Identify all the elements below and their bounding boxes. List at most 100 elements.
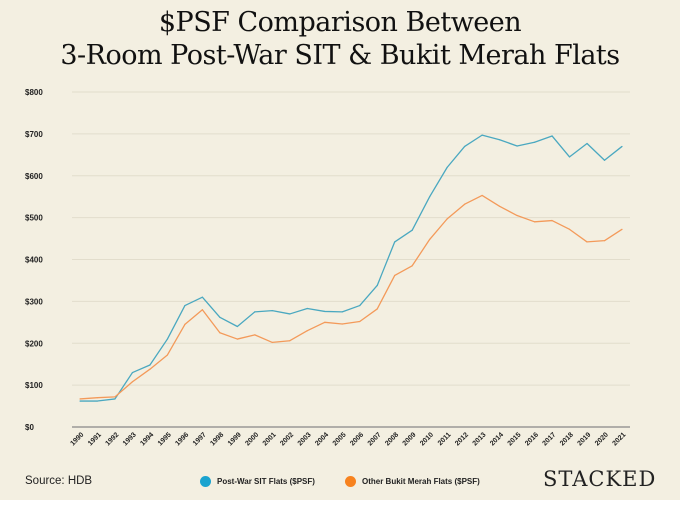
data-point: [603, 159, 606, 161]
x-tick-label: 2003: [297, 431, 313, 447]
legend-swatch-sit: [200, 476, 211, 487]
x-tick-label: 2000: [244, 431, 260, 447]
data-point: [516, 214, 518, 217]
data-point: [464, 145, 466, 148]
data-point: [201, 309, 203, 311]
data-point: [79, 398, 81, 400]
data-point: [219, 332, 221, 334]
data-point: [394, 241, 396, 243]
data-point: [394, 274, 396, 277]
x-tick-label: 2017: [542, 431, 558, 447]
x-tick-label: 2004: [314, 431, 330, 447]
x-tick-label: 1991: [87, 431, 103, 447]
series-line-sit: [80, 134, 623, 402]
data-point: [603, 240, 606, 242]
data-point: [114, 398, 116, 400]
x-tick-label: 1990: [69, 431, 85, 447]
data-point: [324, 321, 326, 323]
data-point: [533, 221, 536, 223]
y-tick-label: $400: [25, 256, 43, 265]
y-tick-label: $600: [25, 172, 43, 181]
x-tick-label: 1994: [139, 431, 155, 447]
stacked-logo: STACKED: [543, 467, 657, 491]
data-point: [411, 265, 413, 267]
x-tick-label: 2015: [507, 431, 523, 447]
legend-label-sit: Post-War SIT Flats ($PSF): [217, 477, 315, 486]
data-point: [131, 381, 134, 383]
data-point: [254, 334, 256, 336]
x-tick-label: 2008: [384, 431, 400, 447]
data-point: [533, 141, 536, 143]
data-point: [621, 145, 623, 148]
x-tick-label: 2018: [559, 431, 575, 447]
x-tick-label: 2021: [611, 431, 627, 447]
legend-swatch-bukit-merah: [345, 476, 356, 487]
x-tick-label: 2005: [332, 431, 348, 447]
x-tick-label: 2002: [279, 431, 295, 447]
data-point: [586, 241, 588, 243]
x-tick-label: 2020: [594, 431, 610, 447]
y-tick-label: $300: [25, 297, 43, 306]
data-point: [411, 229, 413, 231]
data-point: [96, 397, 99, 399]
data-point: [236, 325, 238, 328]
data-point: [306, 330, 308, 332]
y-tick-label: $500: [25, 214, 43, 223]
data-point: [201, 296, 203, 298]
data-point: [429, 238, 431, 240]
data-point: [481, 134, 483, 136]
data-point: [289, 340, 291, 342]
data-point: [306, 307, 308, 310]
source-note: Source: HDB: [25, 475, 93, 487]
title-line-2: 3-Room Post-War SIT & Bukit Merah Flats: [60, 40, 620, 71]
x-tick-label: 2012: [454, 431, 470, 447]
data-point: [341, 311, 343, 313]
legend-label-bukit-merah: Other Bukit Merah Flats ($PSF): [362, 477, 480, 486]
x-tick-label: 1996: [174, 431, 190, 447]
data-point: [568, 228, 571, 230]
data-point: [166, 338, 169, 340]
legend-item-bukit-merah: Other Bukit Merah Flats ($PSF): [345, 476, 480, 487]
x-tick-label: 1995: [157, 431, 173, 447]
y-tick-label: $700: [25, 130, 43, 139]
x-tick-label: 2019: [576, 431, 592, 447]
x-tick-label: 2016: [524, 431, 540, 447]
data-point: [551, 135, 553, 137]
data-point: [184, 323, 186, 326]
data-point: [271, 341, 273, 344]
data-point: [341, 323, 343, 325]
data-point: [621, 228, 623, 230]
y-tick-label: $100: [25, 381, 43, 390]
data-point: [359, 304, 361, 307]
data-point: [219, 316, 221, 318]
data-point: [324, 310, 326, 313]
x-tick-label: 2007: [367, 431, 383, 447]
title-line-1: $PSF Comparison Between: [158, 7, 522, 38]
data-point: [551, 219, 553, 222]
data-point: [516, 145, 518, 147]
data-point: [499, 205, 501, 207]
data-point: [149, 368, 151, 370]
chart-title: $PSF Comparison Between 3-Room Post-War …: [0, 6, 680, 72]
x-tick-label: 2001: [262, 431, 278, 447]
y-tick-label: $800: [25, 88, 43, 97]
x-tick-label: 2006: [349, 431, 365, 447]
data-point: [359, 320, 361, 323]
x-tick-label: 1993: [122, 431, 138, 447]
data-point: [236, 338, 238, 340]
data-point: [464, 203, 466, 205]
legend-item-sit: Post-War SIT Flats ($PSF): [200, 476, 315, 487]
data-point: [429, 196, 431, 198]
x-tick-label: 1998: [209, 431, 225, 447]
data-point: [254, 311, 256, 313]
data-point: [114, 396, 116, 398]
data-point: [271, 309, 273, 312]
data-point: [376, 308, 378, 310]
data-point: [79, 400, 81, 402]
x-tick-label: 2009: [402, 431, 418, 447]
x-tick-label: 1999: [227, 431, 243, 447]
data-point: [586, 142, 588, 145]
x-tick-label: 1997: [192, 431, 208, 447]
